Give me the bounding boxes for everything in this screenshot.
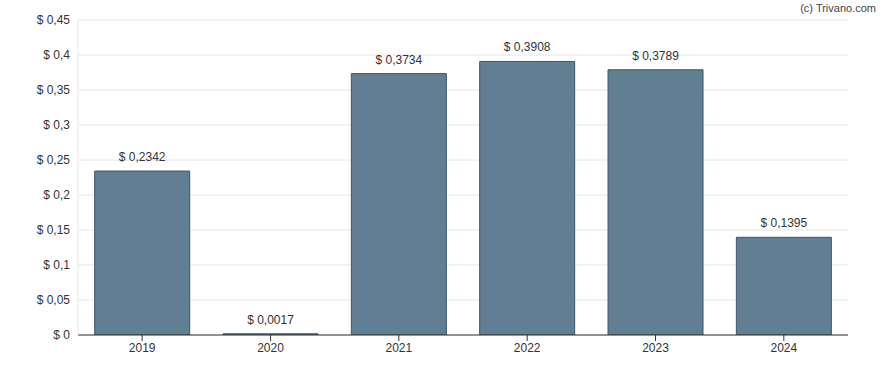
svg-text:2022: 2022 — [514, 341, 541, 355]
html-text:(c) Trivano.com: (c) Trivano.com — [800, 2, 876, 14]
svg-text:$ 0,35: $ 0,35 — [37, 83, 71, 97]
svg-text:2024: 2024 — [770, 341, 797, 355]
svg-text:$ 0,15: $ 0,15 — [37, 223, 71, 237]
svg-text:$ 0,3908: $ 0,3908 — [504, 40, 551, 54]
svg-text:2020: 2020 — [257, 341, 284, 355]
svg-text:$ 0,3: $ 0,3 — [43, 118, 70, 132]
svg-text:$ 0,0017: $ 0,0017 — [247, 313, 294, 327]
svg-text:$ 0,3789: $ 0,3789 — [632, 49, 679, 63]
svg-text:$ 0,2: $ 0,2 — [43, 188, 70, 202]
svg-text:$ 0: $ 0 — [53, 328, 70, 342]
svg-text:$ 0,25: $ 0,25 — [37, 153, 71, 167]
svg-text:2019: 2019 — [129, 341, 156, 355]
svg-text:$ 0,3734: $ 0,3734 — [375, 53, 422, 67]
svg-text:$ 0,05: $ 0,05 — [37, 293, 71, 307]
svg-text:2023: 2023 — [642, 341, 669, 355]
svg-text:$ 0,45: $ 0,45 — [37, 13, 71, 27]
svg-text:$ 0,4: $ 0,4 — [43, 48, 70, 62]
svg-text:$ 0,1: $ 0,1 — [43, 258, 70, 272]
svg-text:$ 0,2342: $ 0,2342 — [119, 150, 166, 164]
svg-text:2021: 2021 — [385, 341, 412, 355]
svg-text:$ 0,1395: $ 0,1395 — [760, 216, 807, 230]
